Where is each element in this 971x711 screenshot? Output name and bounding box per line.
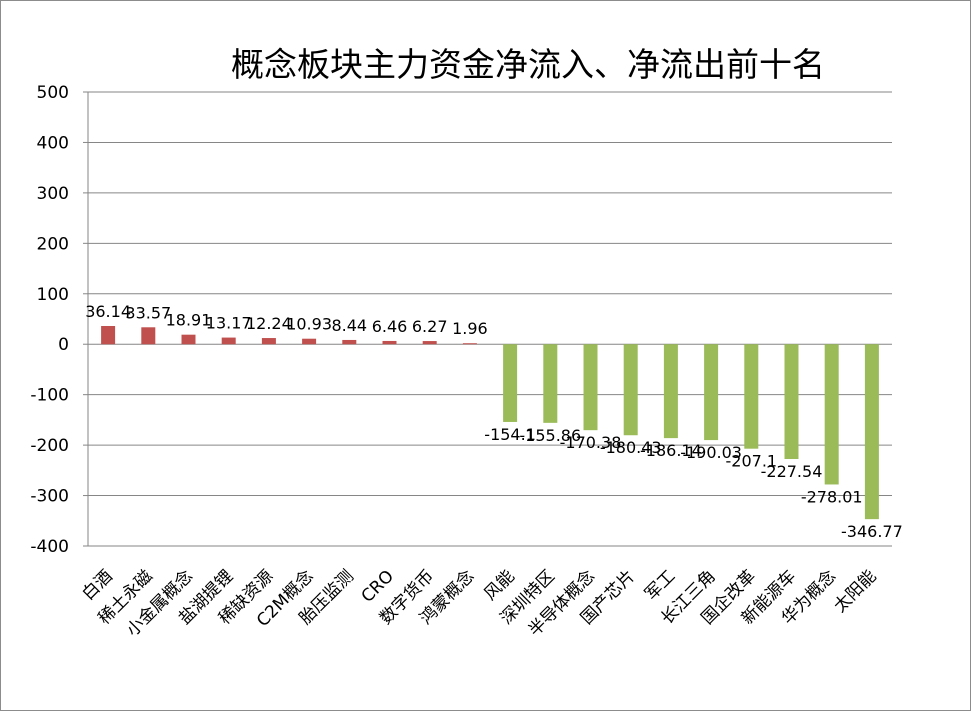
chart-title: 概念板块主力资金净流入、净流出前十名 bbox=[231, 45, 825, 84]
y-tick-label: 100 bbox=[37, 285, 69, 305]
y-axis-tick-labels: 500 400 300 200 100 0 -100 -200 -300 -400 bbox=[30, 83, 69, 557]
data-label: -346.77 bbox=[841, 522, 903, 541]
data-label: -186.14 bbox=[640, 441, 702, 460]
data-label: -190.03 bbox=[680, 443, 742, 462]
data-label: 13.17 bbox=[206, 314, 252, 333]
bar bbox=[342, 339, 357, 345]
bar bbox=[744, 344, 759, 449]
bar bbox=[302, 338, 317, 345]
data-label: 6.46 bbox=[372, 317, 408, 336]
bar bbox=[663, 344, 678, 439]
y-tick-label: -100 bbox=[30, 386, 69, 406]
data-label: -180.43 bbox=[600, 438, 662, 457]
bar bbox=[704, 344, 719, 441]
bar bbox=[543, 344, 558, 423]
data-label: -170.38 bbox=[560, 433, 622, 452]
bar bbox=[784, 344, 799, 460]
gridlines bbox=[88, 91, 892, 547]
bar bbox=[382, 340, 397, 345]
y-tick-label: -200 bbox=[30, 436, 69, 456]
data-label: 33.57 bbox=[125, 303, 171, 322]
y-tick-label: 200 bbox=[37, 234, 69, 254]
data-label: 8.44 bbox=[331, 316, 367, 335]
category-label: 太阳能 bbox=[830, 566, 880, 616]
bar bbox=[462, 343, 477, 345]
data-label: -207.1 bbox=[726, 452, 778, 471]
bar bbox=[181, 334, 196, 345]
bar bbox=[583, 344, 598, 431]
bar bbox=[101, 325, 116, 345]
bar bbox=[824, 344, 839, 485]
axes bbox=[83, 91, 89, 547]
bar bbox=[623, 344, 638, 436]
data-label: -154.1 bbox=[484, 425, 536, 444]
data-label: 36.14 bbox=[85, 302, 131, 321]
y-tick-label: 0 bbox=[58, 335, 69, 355]
bar bbox=[864, 344, 879, 520]
bar bbox=[141, 327, 156, 345]
y-tick-label: 300 bbox=[37, 184, 69, 204]
data-label: -155.86 bbox=[519, 426, 581, 445]
data-label: 6.27 bbox=[412, 317, 448, 336]
bar bbox=[503, 344, 518, 422]
y-tick-label: -300 bbox=[30, 487, 69, 507]
y-tick-label: -400 bbox=[30, 537, 69, 557]
data-label: 12.24 bbox=[246, 314, 292, 333]
data-label: 18.91 bbox=[166, 311, 212, 330]
bar bbox=[422, 341, 437, 345]
bar bbox=[261, 338, 276, 345]
data-label: 1.96 bbox=[452, 319, 488, 338]
bars bbox=[101, 325, 879, 520]
x-axis-category-labels: 白酒稀土永磁小金属概念盐湖提锂稀缺资源C2M概念胎压监测 CRO数字货币鸿蒙概念风… bbox=[78, 566, 880, 641]
y-tick-label: 400 bbox=[37, 133, 69, 153]
bar bbox=[221, 337, 236, 345]
y-tick-label: 500 bbox=[37, 83, 69, 103]
data-label: 10.93 bbox=[286, 315, 332, 334]
data-label: -227.54 bbox=[761, 462, 823, 481]
data-label: -278.01 bbox=[801, 487, 863, 506]
